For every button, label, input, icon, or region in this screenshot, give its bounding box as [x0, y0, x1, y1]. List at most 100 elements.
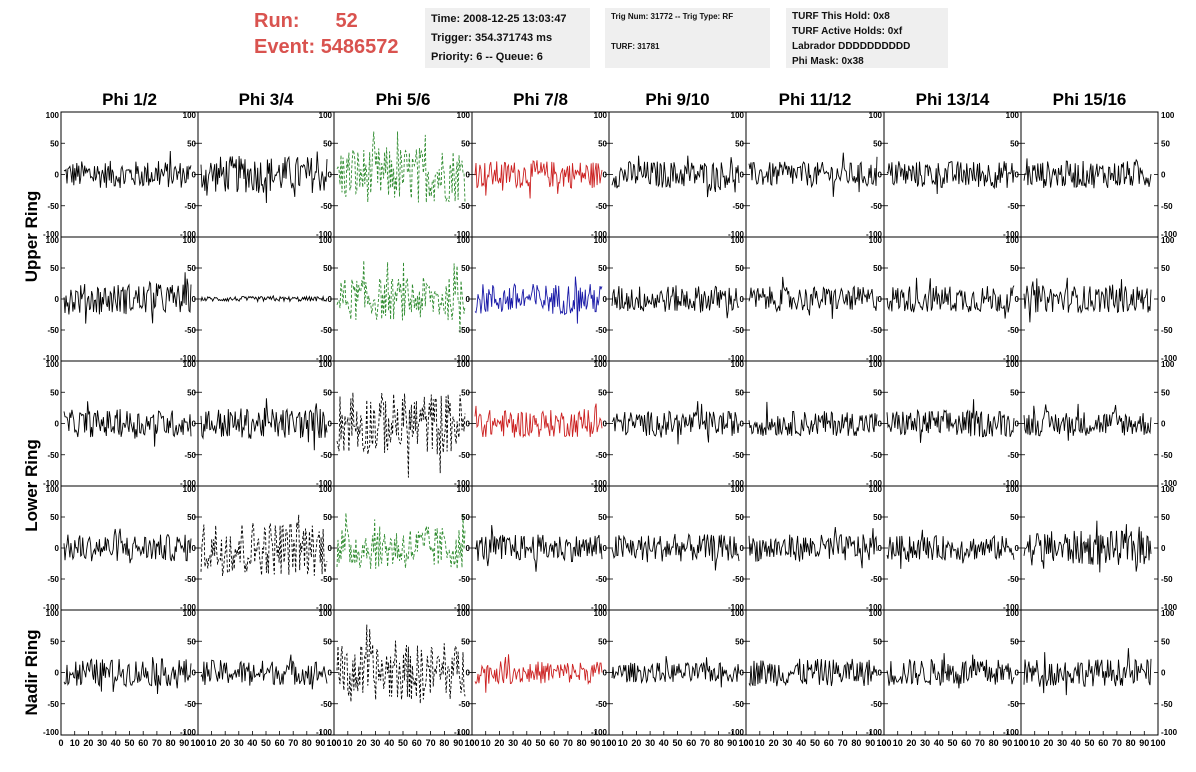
y-tick-label: -50 — [1161, 700, 1173, 709]
y-tick-label: -100 — [1161, 728, 1178, 737]
x-tick-label: 50 — [672, 738, 682, 748]
y-tick-label: 100 — [319, 111, 333, 120]
waveform-trace — [611, 656, 740, 688]
y-tick-label: 0 — [603, 544, 608, 553]
waveform-trace — [748, 276, 878, 319]
y-tick-label: 50 — [1161, 388, 1170, 397]
y-tick-label: 50 — [461, 264, 470, 273]
run-value: 52 — [335, 10, 358, 32]
x-tick-label: 80 — [439, 738, 449, 748]
x-tick-label: 70 — [152, 738, 162, 748]
y-tick-label: 50 — [187, 388, 196, 397]
phi-mask-text: Phi Mask: 0x38 — [792, 56, 864, 67]
column-title: Phi 7/8 — [513, 90, 568, 109]
y-tick-label: -50 — [870, 700, 882, 709]
y-tick-label: 0 — [328, 420, 333, 429]
y-tick-label: 0 — [740, 295, 745, 304]
x-tick-label: 60 — [138, 738, 148, 748]
x-tick-label: 90 — [315, 738, 325, 748]
y-tick-label: -100 — [591, 603, 608, 612]
x-tick-label: 60 — [1098, 738, 1108, 748]
y-tick-label: 0 — [192, 669, 197, 678]
time-text: Time: 2008-12-25 13:03:47 — [431, 13, 567, 25]
waveform-trace — [748, 658, 878, 687]
y-tick-label: 100 — [46, 360, 60, 369]
y-tick-label: 50 — [598, 513, 607, 522]
y-tick-label: -100 — [591, 479, 608, 488]
y-tick-label: 50 — [735, 388, 744, 397]
y-tick-label: -50 — [595, 451, 607, 460]
y-tick-label: -100 — [316, 603, 333, 612]
y-tick-label: 0 — [878, 295, 883, 304]
y-tick-label: 50 — [323, 139, 332, 148]
waveform-trace — [63, 401, 192, 447]
y-tick-label: 0 — [55, 544, 60, 553]
x-tick-label: 50 — [535, 738, 545, 748]
y-tick-label: 0 — [192, 544, 197, 553]
y-tick-label: 0 — [603, 171, 608, 180]
y-tick-label: 100 — [1006, 609, 1020, 618]
x-tick-label: 90 — [1139, 738, 1149, 748]
y-tick-label: -100 — [180, 603, 197, 612]
x-tick-label: 20 — [494, 738, 504, 748]
x-tick-label: 100 — [876, 738, 891, 748]
y-tick-label: -100 — [316, 230, 333, 239]
waveform-trace — [474, 276, 603, 324]
y-tick-label: 0 — [740, 544, 745, 553]
y-tick-label: -100 — [1003, 728, 1020, 737]
y-tick-label: 0 — [466, 669, 471, 678]
y-tick-label: -50 — [458, 575, 470, 584]
x-tick-label: 60 — [412, 738, 422, 748]
y-tick-label: 50 — [598, 139, 607, 148]
y-tick-label: -100 — [866, 354, 883, 363]
x-tick-label: 60 — [824, 738, 834, 748]
y-tick-label: -50 — [184, 700, 196, 709]
y-tick-label: 0 — [55, 420, 60, 429]
waveform-trace — [474, 525, 603, 572]
x-tick-label: 0 — [881, 738, 886, 748]
y-tick-label: 100 — [319, 609, 333, 618]
priority-text: Priority: 6 -- Queue: 6 — [431, 51, 543, 63]
y-tick-label: 100 — [46, 609, 60, 618]
ring-label: Nadir Ring — [22, 630, 41, 716]
waveform-trace — [474, 160, 603, 199]
x-tick-label: 0 — [331, 738, 336, 748]
x-tick-label: 40 — [247, 738, 257, 748]
waveform-trace — [474, 403, 603, 439]
y-tick-label: 0 — [328, 295, 333, 304]
turf-info-box: TURF This Hold: 0x8 TURF Active Holds: 0… — [786, 8, 948, 68]
y-tick-label: 50 — [598, 637, 607, 646]
waveform-trace — [748, 401, 878, 437]
waveform-trace — [886, 161, 1015, 195]
ring-label: Upper Ring — [22, 191, 41, 283]
y-tick-label: 100 — [1006, 236, 1020, 245]
x-tick-label: 40 — [384, 738, 394, 748]
waveform-trace — [336, 392, 466, 478]
y-tick-label: -50 — [595, 700, 607, 709]
waveform-trace — [63, 528, 192, 564]
y-tick-label: 50 — [1010, 513, 1019, 522]
y-tick-label: 100 — [1006, 111, 1020, 120]
y-tick-label: -100 — [591, 230, 608, 239]
y-tick-label: 50 — [461, 388, 470, 397]
waveform-trace — [200, 514, 328, 576]
x-tick-label: 40 — [1071, 738, 1081, 748]
y-tick-label: 100 — [594, 111, 608, 120]
y-tick-label: 100 — [1006, 485, 1020, 494]
y-tick-label: -100 — [454, 354, 471, 363]
x-tick-label: 10 — [70, 738, 80, 748]
waveform-trace — [611, 533, 740, 571]
y-tick-label: -50 — [320, 575, 332, 584]
y-tick-label: -50 — [1007, 326, 1019, 335]
turf-active-holds-text: TURF Active Holds: 0xf — [792, 26, 903, 37]
trigger-text: Trigger: 354.371743 ms — [431, 32, 553, 44]
x-tick-label: 70 — [426, 738, 436, 748]
y-tick-label: -100 — [728, 479, 745, 488]
y-tick-label: 100 — [1006, 360, 1020, 369]
y-tick-label: -50 — [1161, 202, 1173, 211]
y-tick-label: 0 — [466, 295, 471, 304]
x-tick-label: 20 — [906, 738, 916, 748]
column-title: Phi 13/14 — [916, 90, 990, 109]
x-tick-label: 100 — [190, 738, 205, 748]
waveform-trace — [336, 512, 466, 569]
